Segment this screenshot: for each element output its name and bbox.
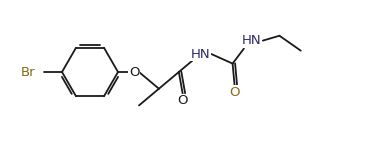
Text: Br: Br [20,66,35,78]
Text: O: O [177,94,188,107]
Text: HN: HN [191,48,210,60]
Text: O: O [229,86,240,99]
Text: HN: HN [242,34,262,47]
Text: O: O [129,66,139,78]
